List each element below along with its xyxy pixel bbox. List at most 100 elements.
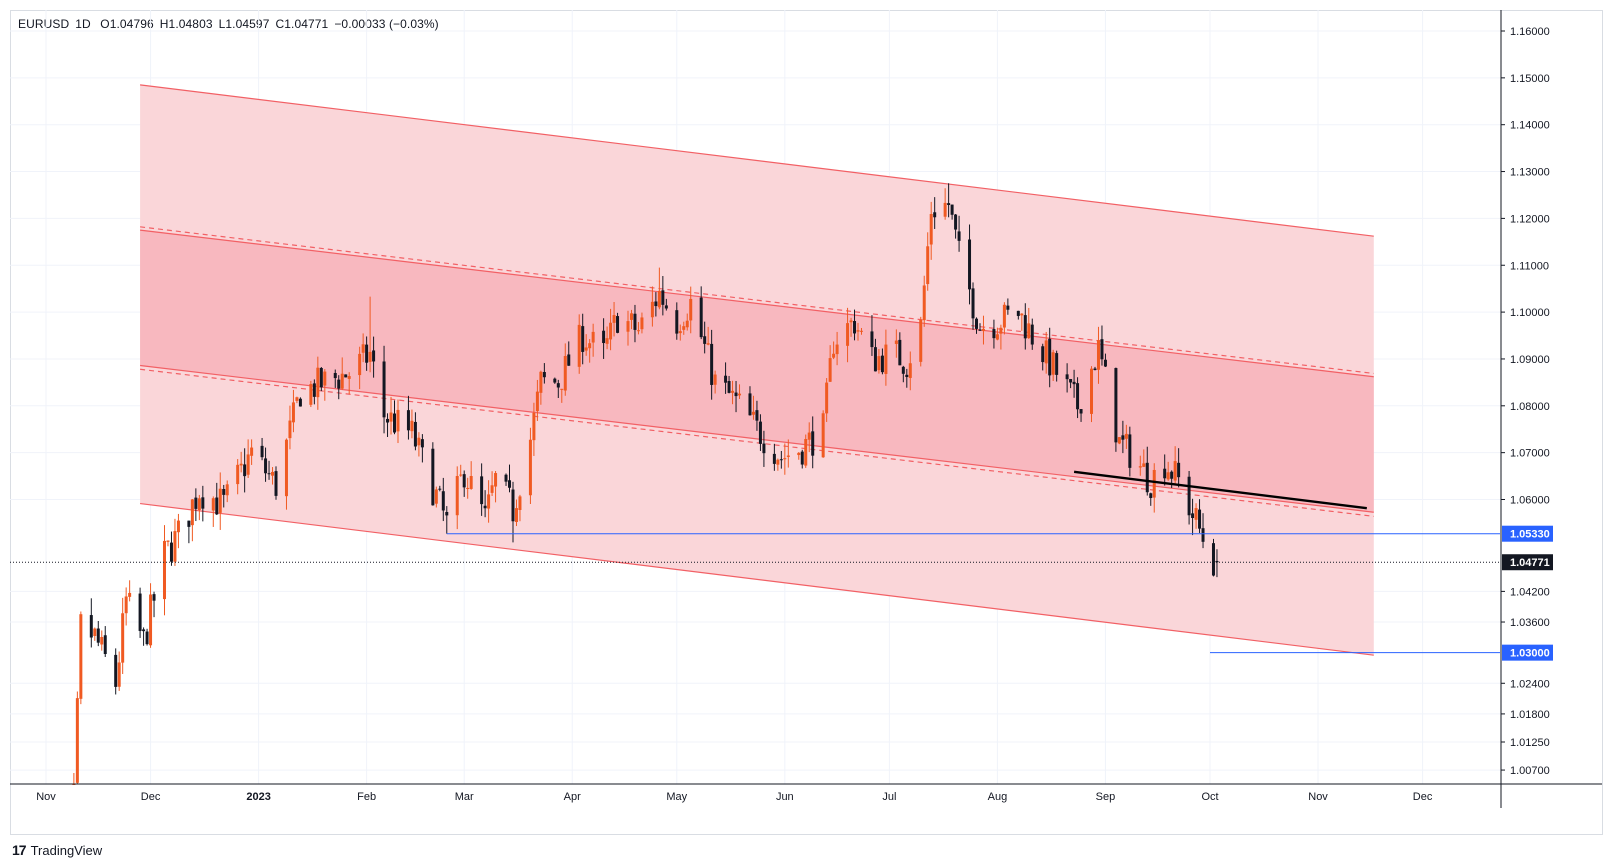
- candle: [194, 488, 198, 522]
- candle-body: [187, 520, 191, 527]
- candle-body: [1128, 434, 1132, 468]
- y-tick-label: 1.14000: [1510, 120, 1550, 132]
- candle: [152, 591, 156, 618]
- candle: [846, 307, 850, 363]
- y-tick-label: 1.10000: [1510, 307, 1550, 319]
- candle: [748, 386, 752, 416]
- candle-body: [264, 458, 268, 474]
- candle: [128, 580, 132, 602]
- candle-body: [1149, 493, 1153, 499]
- candle-body: [919, 319, 923, 362]
- candle: [222, 484, 226, 508]
- candle: [609, 308, 613, 351]
- y-tick-label: 1.13000: [1510, 167, 1550, 179]
- candle-body: [556, 383, 560, 388]
- candle-body: [588, 343, 592, 349]
- candle-body: [678, 331, 682, 334]
- candle: [1065, 363, 1069, 393]
- channel-inner-band: [140, 230, 1374, 513]
- candle: [859, 328, 863, 335]
- candle-body: [284, 439, 288, 497]
- symbol-legend: EURUSD 1D O1.04796 H1.04803 L1.04597 C1.0477…: [18, 17, 445, 31]
- candle: [786, 439, 790, 468]
- x-tick-label: Nov: [1308, 791, 1328, 803]
- candle-body: [884, 344, 888, 374]
- candle-body: [1173, 461, 1177, 481]
- candle: [943, 188, 947, 220]
- candle-body: [1117, 437, 1121, 444]
- candle-body: [950, 204, 954, 215]
- y-tick-label: 1.06000: [1510, 495, 1550, 507]
- candle: [762, 430, 766, 467]
- candle: [1201, 513, 1205, 549]
- candle-body: [166, 540, 170, 542]
- candle: [999, 324, 1003, 350]
- candle-body: [417, 437, 421, 446]
- candle-body: [406, 410, 410, 431]
- candle: [1027, 307, 1031, 340]
- candle: [835, 331, 839, 366]
- candle-body: [455, 476, 459, 516]
- candle: [271, 467, 275, 485]
- candle-body: [605, 338, 609, 344]
- candle: [445, 506, 449, 534]
- candle: [138, 587, 142, 638]
- candle-body: [274, 471, 278, 496]
- candle-body: [689, 298, 693, 321]
- candle-body: [469, 476, 473, 489]
- legend-interval: 1D: [75, 17, 91, 31]
- candle: [629, 309, 633, 330]
- candle: [1173, 446, 1177, 485]
- candle-body: [828, 358, 832, 382]
- price-tag-level-2: 1.03000: [1502, 644, 1553, 661]
- candle-body: [145, 631, 149, 645]
- candle: [1044, 331, 1048, 374]
- candle: [1002, 302, 1006, 335]
- x-tick-label: Jun: [776, 791, 794, 803]
- candle: [1076, 377, 1080, 419]
- candle: [211, 496, 215, 527]
- candle: [243, 448, 247, 493]
- candle-body: [434, 489, 438, 504]
- candle-body: [870, 331, 874, 348]
- candle: [894, 329, 898, 358]
- candle: [880, 348, 884, 375]
- candle-body: [846, 323, 850, 346]
- candle-body: [727, 381, 731, 393]
- candle-body: [323, 371, 327, 386]
- candle: [145, 628, 149, 646]
- candle-body: [267, 473, 271, 475]
- x-tick-label: Mar: [455, 791, 474, 803]
- candle-body: [1020, 313, 1024, 316]
- candle: [413, 412, 417, 451]
- candle-body: [905, 374, 909, 378]
- candle: [1072, 369, 1076, 398]
- candle: [173, 518, 177, 566]
- candle: [508, 464, 512, 493]
- candle-body: [222, 489, 226, 495]
- candle-body: [783, 458, 787, 460]
- channel-line-mid-lower: [140, 364, 1374, 513]
- candle: [389, 396, 393, 435]
- candle: [577, 314, 581, 374]
- candle: [264, 447, 268, 482]
- candle: [316, 356, 320, 410]
- candle-body: [121, 613, 125, 663]
- candle: [149, 583, 153, 648]
- candle: [783, 443, 787, 475]
- candle-body: [929, 214, 933, 245]
- candle: [713, 370, 717, 394]
- candle: [298, 397, 302, 407]
- candle: [556, 379, 560, 398]
- candle-body: [152, 594, 156, 601]
- candle: [396, 399, 400, 444]
- price-tag-last-bg: [1502, 554, 1553, 571]
- candle-body: [1072, 381, 1076, 385]
- candle-body: [372, 350, 376, 362]
- candle-body: [1114, 368, 1118, 443]
- candle: [176, 513, 180, 549]
- tradingview-logo-icon: 17: [12, 842, 27, 858]
- candle: [72, 772, 76, 785]
- candle: [567, 341, 571, 366]
